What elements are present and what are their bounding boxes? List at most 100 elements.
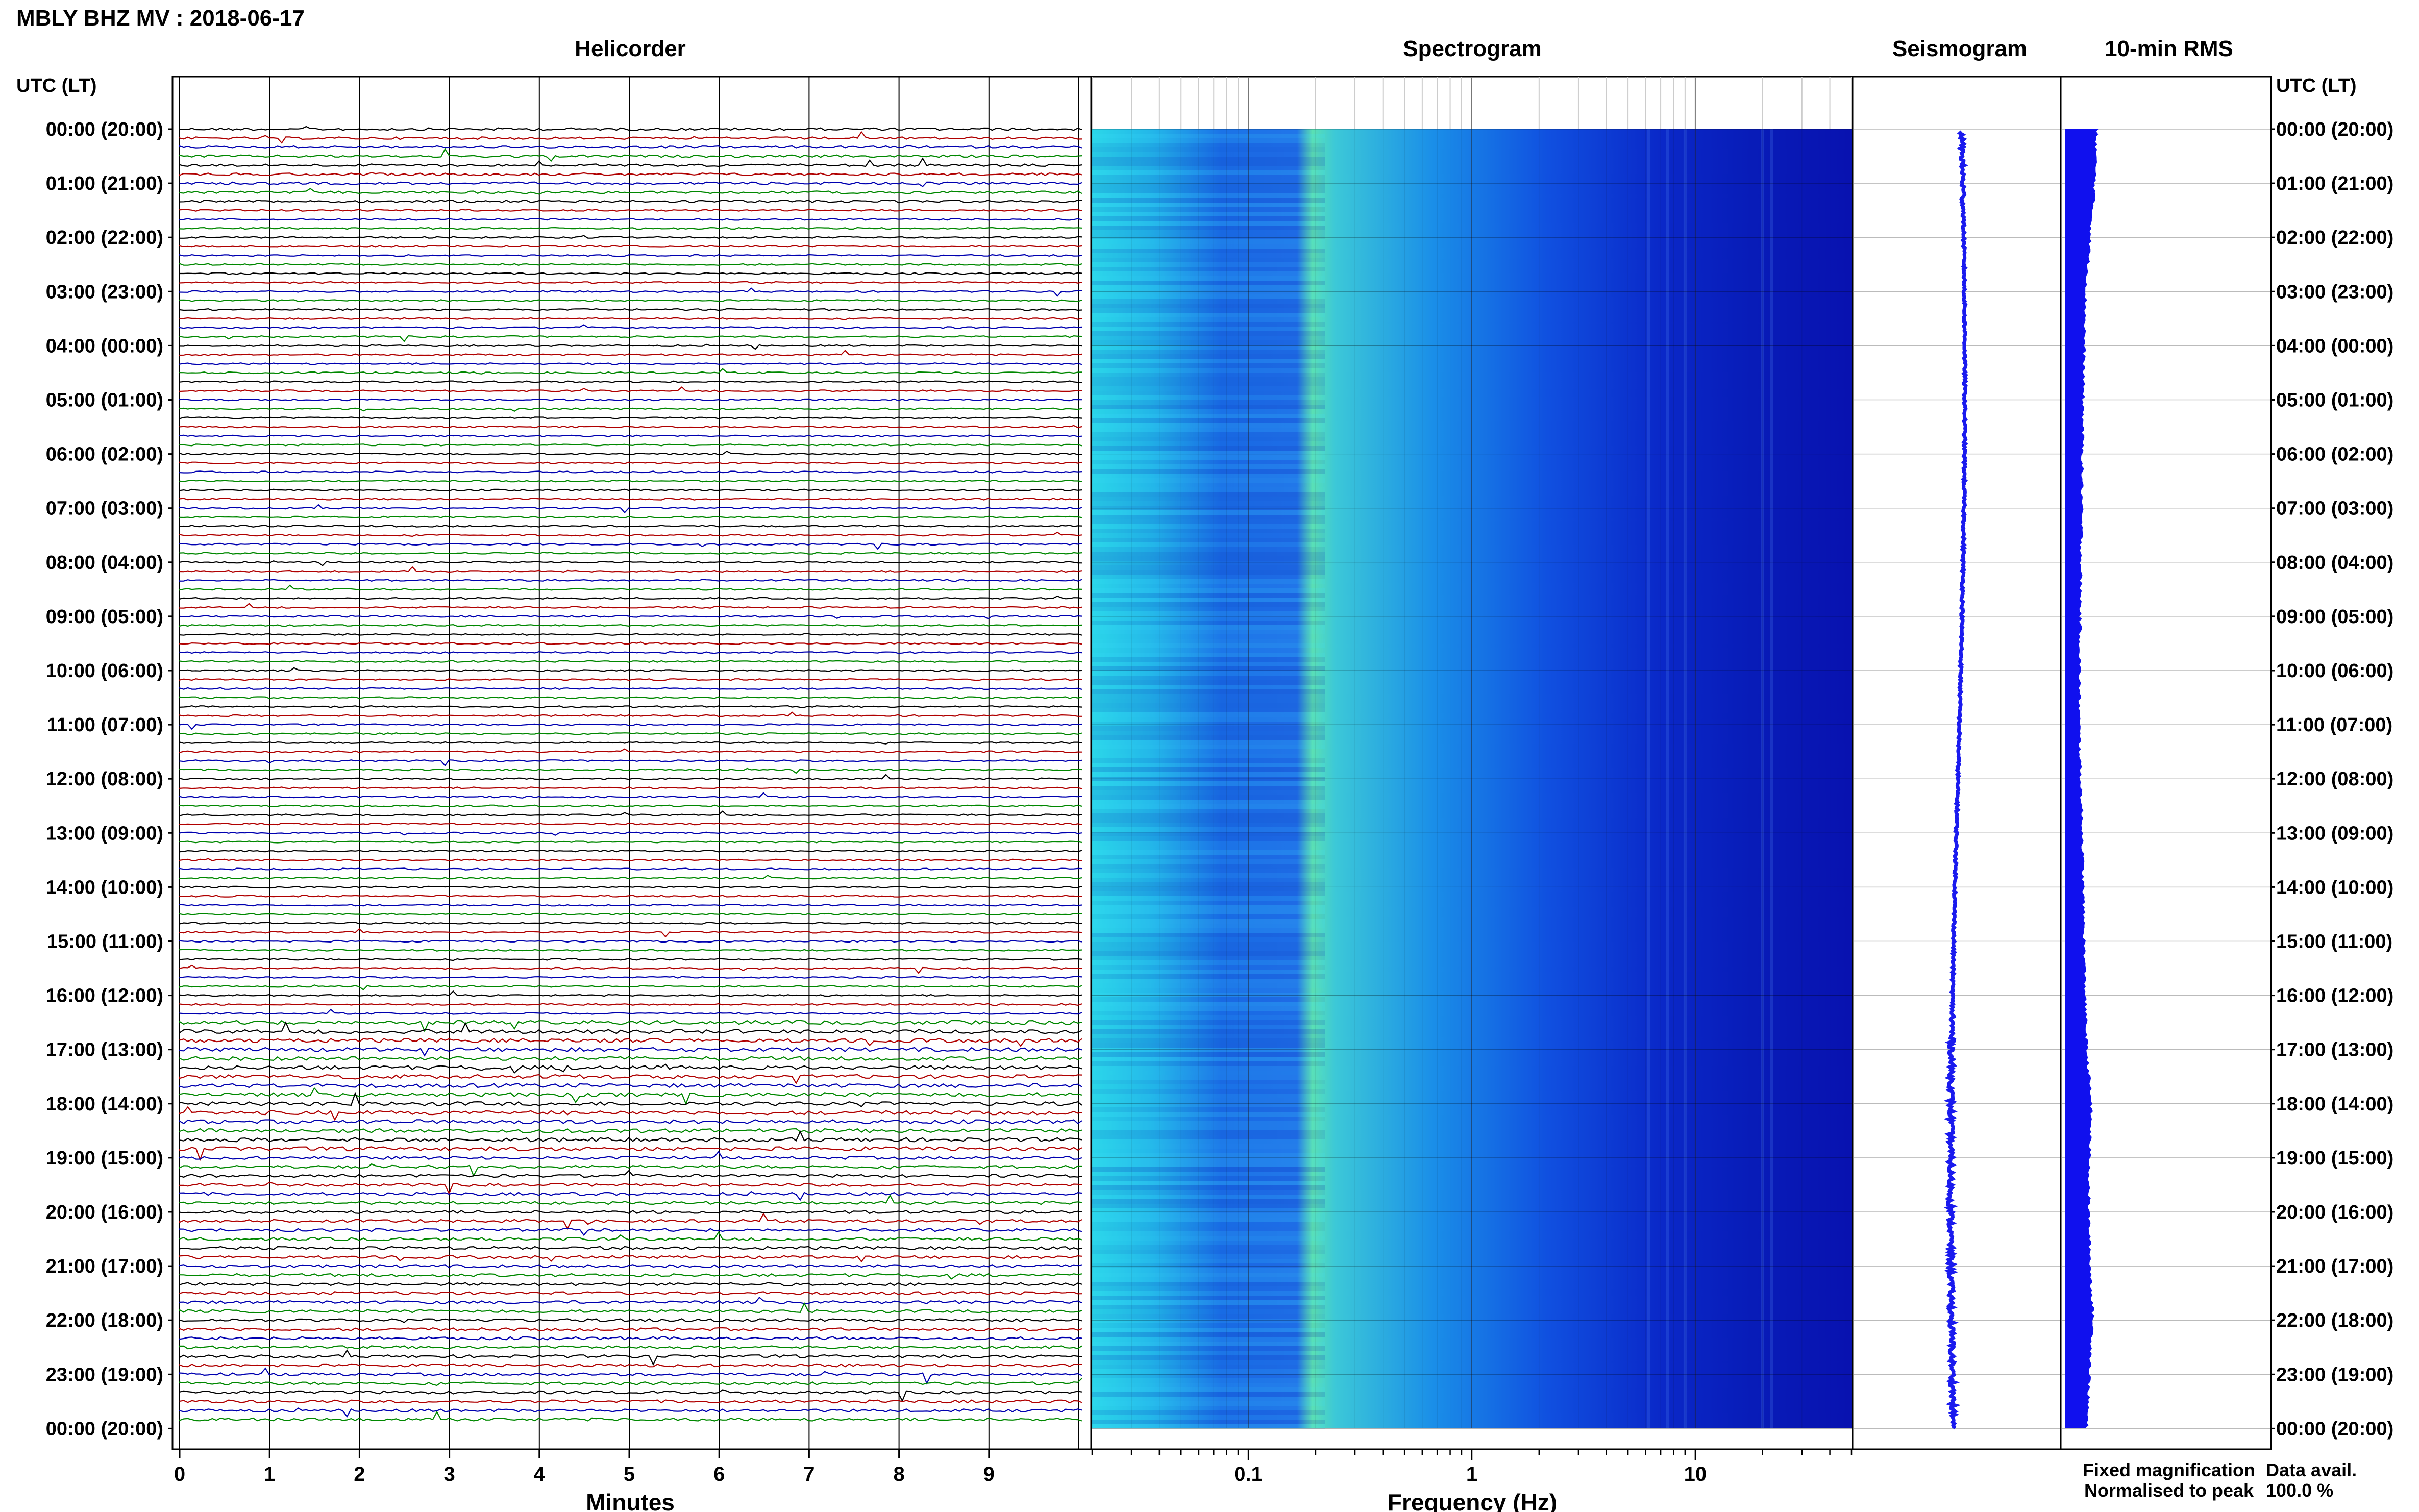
seismogram-title: Seismogram — [1892, 36, 2027, 61]
helicorder-trace — [179, 1212, 1082, 1230]
spectrogram-stripe — [1092, 1268, 1325, 1273]
spectrogram-stripe — [1092, 657, 1325, 662]
spectrogram-stripe — [1092, 1130, 1325, 1135]
helicorder-trace — [179, 1246, 1082, 1250]
spectrogram-stripe — [1092, 1112, 1325, 1117]
spectrogram-stripe — [1092, 129, 1325, 134]
spectrogram-stripe — [1092, 1369, 1325, 1374]
helicorder-trace — [179, 1302, 1082, 1313]
spectrogram-stripe — [1092, 313, 1325, 317]
spectrogram-stripe — [1092, 988, 1325, 993]
spectrogram-band — [1647, 129, 1650, 1428]
helicorder-trace — [179, 1296, 1082, 1304]
spectrogram-stripe — [1092, 924, 1325, 928]
spectrogram-stripe — [1092, 1305, 1325, 1309]
spectrogram-stripe — [1092, 1319, 1325, 1323]
helicorder-trace — [179, 633, 1082, 636]
spectrogram-stripe — [1092, 299, 1325, 304]
helicorder-trace — [179, 1228, 1082, 1236]
helicorder-trace — [179, 560, 1082, 566]
spectrogram-stripe — [1092, 878, 1325, 882]
spectrogram-stripe — [1092, 1025, 1325, 1029]
time-label-left: 21:00 (17:00) — [46, 1256, 163, 1277]
spectrogram-stripe — [1092, 882, 1325, 887]
helicorder-trace — [179, 1063, 1082, 1074]
time-label-right: 13:00 (09:00) — [2276, 823, 2393, 844]
helicorder-trace — [179, 976, 1082, 979]
time-label-right: 03:00 (23:00) — [2276, 281, 2393, 303]
helicorder-trace — [179, 157, 1082, 167]
spectrogram-stripe — [1092, 997, 1325, 1002]
spectrogram-band — [1683, 129, 1687, 1428]
helicorder-trace — [179, 131, 1082, 144]
time-label-right: 10:00 (06:00) — [2276, 660, 2393, 682]
time-label-left: 02:00 (22:00) — [46, 227, 163, 249]
helicorder-trace — [179, 723, 1082, 730]
spectrogram-stripe — [1092, 469, 1325, 474]
spectrogram-stripe — [1092, 1374, 1325, 1378]
time-axis-left: 00:00 (20:00) 01:00 (21:00) 02:00 (22:00) 0… — [46, 119, 172, 1440]
spectrogram-stripe — [1092, 1167, 1325, 1172]
spectrogram-stripe — [1092, 598, 1325, 602]
time-label-right: 16:00 (12:00) — [2276, 985, 2393, 1007]
time-label-right: 01:00 (21:00) — [2276, 173, 2393, 194]
helicorder-trace — [179, 1389, 1082, 1403]
spectrogram-stripe — [1092, 1227, 1325, 1231]
time-label-left: 04:00 (00:00) — [46, 335, 163, 357]
spectrogram-stripe — [1092, 175, 1325, 180]
helicorder-trace — [179, 1047, 1082, 1057]
helicorder-trace — [179, 759, 1082, 766]
spectrogram-stripe — [1092, 625, 1325, 630]
figure-title: MBLY BHZ MV : 2018-06-17 — [16, 6, 305, 31]
spectrogram-stripe — [1092, 648, 1325, 653]
spectrogram-stripe — [1092, 823, 1325, 827]
spectrogram-stripe — [1092, 763, 1325, 767]
spectrogram-stripe — [1092, 180, 1325, 184]
spectrogram-stripe — [1092, 345, 1325, 350]
spectrogram-stripe — [1092, 616, 1325, 621]
spectrogram-stripe — [1092, 556, 1325, 561]
spectrogram-stripe — [1092, 1208, 1325, 1213]
spectrogram-stripe — [1092, 1061, 1325, 1066]
spectrogram-stripe — [1092, 1153, 1325, 1158]
utc-header-right: UTC (LT) — [2276, 75, 2357, 96]
helicorder-trace — [179, 461, 1082, 465]
helicorder-trace — [179, 1056, 1082, 1061]
helicorder-trace — [179, 479, 1082, 483]
helicorder-trace — [179, 1119, 1082, 1125]
spectrogram-stripe — [1092, 524, 1325, 529]
helicorder-trace — [179, 741, 1082, 745]
spectrogram-stripe — [1092, 400, 1325, 405]
spectrogram-stripe — [1092, 1378, 1325, 1383]
spectrogram-stripe — [1092, 1259, 1325, 1263]
helicorder-trace — [179, 885, 1082, 889]
helicorder-trace — [179, 272, 1082, 275]
helicorder-trace — [179, 1087, 1082, 1105]
spectrogram-stripe — [1092, 1250, 1325, 1254]
helicorder-trace — [179, 732, 1082, 735]
spectrogram-stripe — [1092, 368, 1325, 373]
spectrogram-stripe — [1092, 956, 1325, 960]
helicorder-trace — [179, 218, 1082, 221]
spectrogram-stripe — [1092, 405, 1325, 409]
spectrogram-stripe — [1092, 552, 1325, 556]
spectrogram-stripe — [1092, 239, 1325, 244]
spectrogram-stripe — [1092, 827, 1325, 832]
spectrogram-stripe — [1092, 451, 1325, 455]
spectrogram-stripe — [1092, 607, 1325, 611]
spectrogram-stripe — [1092, 1029, 1325, 1034]
helicorder-trace — [179, 1282, 1082, 1286]
helicorder-trace — [179, 552, 1082, 555]
spectrogram-stripe — [1092, 244, 1325, 249]
spectrogram-stripe — [1092, 418, 1325, 423]
spectrogram-stripe — [1092, 497, 1325, 501]
helicorder-trace — [179, 386, 1082, 392]
helicorder-trace — [179, 488, 1082, 492]
spectrogram-stripe — [1092, 1139, 1325, 1144]
spectrogram-stripe — [1092, 1241, 1325, 1245]
spectrogram-stripe — [1092, 258, 1325, 262]
time-label-left: 08:00 (04:00) — [46, 552, 163, 574]
helicorder-panel — [171, 76, 1092, 1450]
frequency-axis: 0.1 1 10 — [1091, 1449, 1853, 1485]
frequency-axis-label: Frequency (Hz) — [1388, 1489, 1557, 1512]
